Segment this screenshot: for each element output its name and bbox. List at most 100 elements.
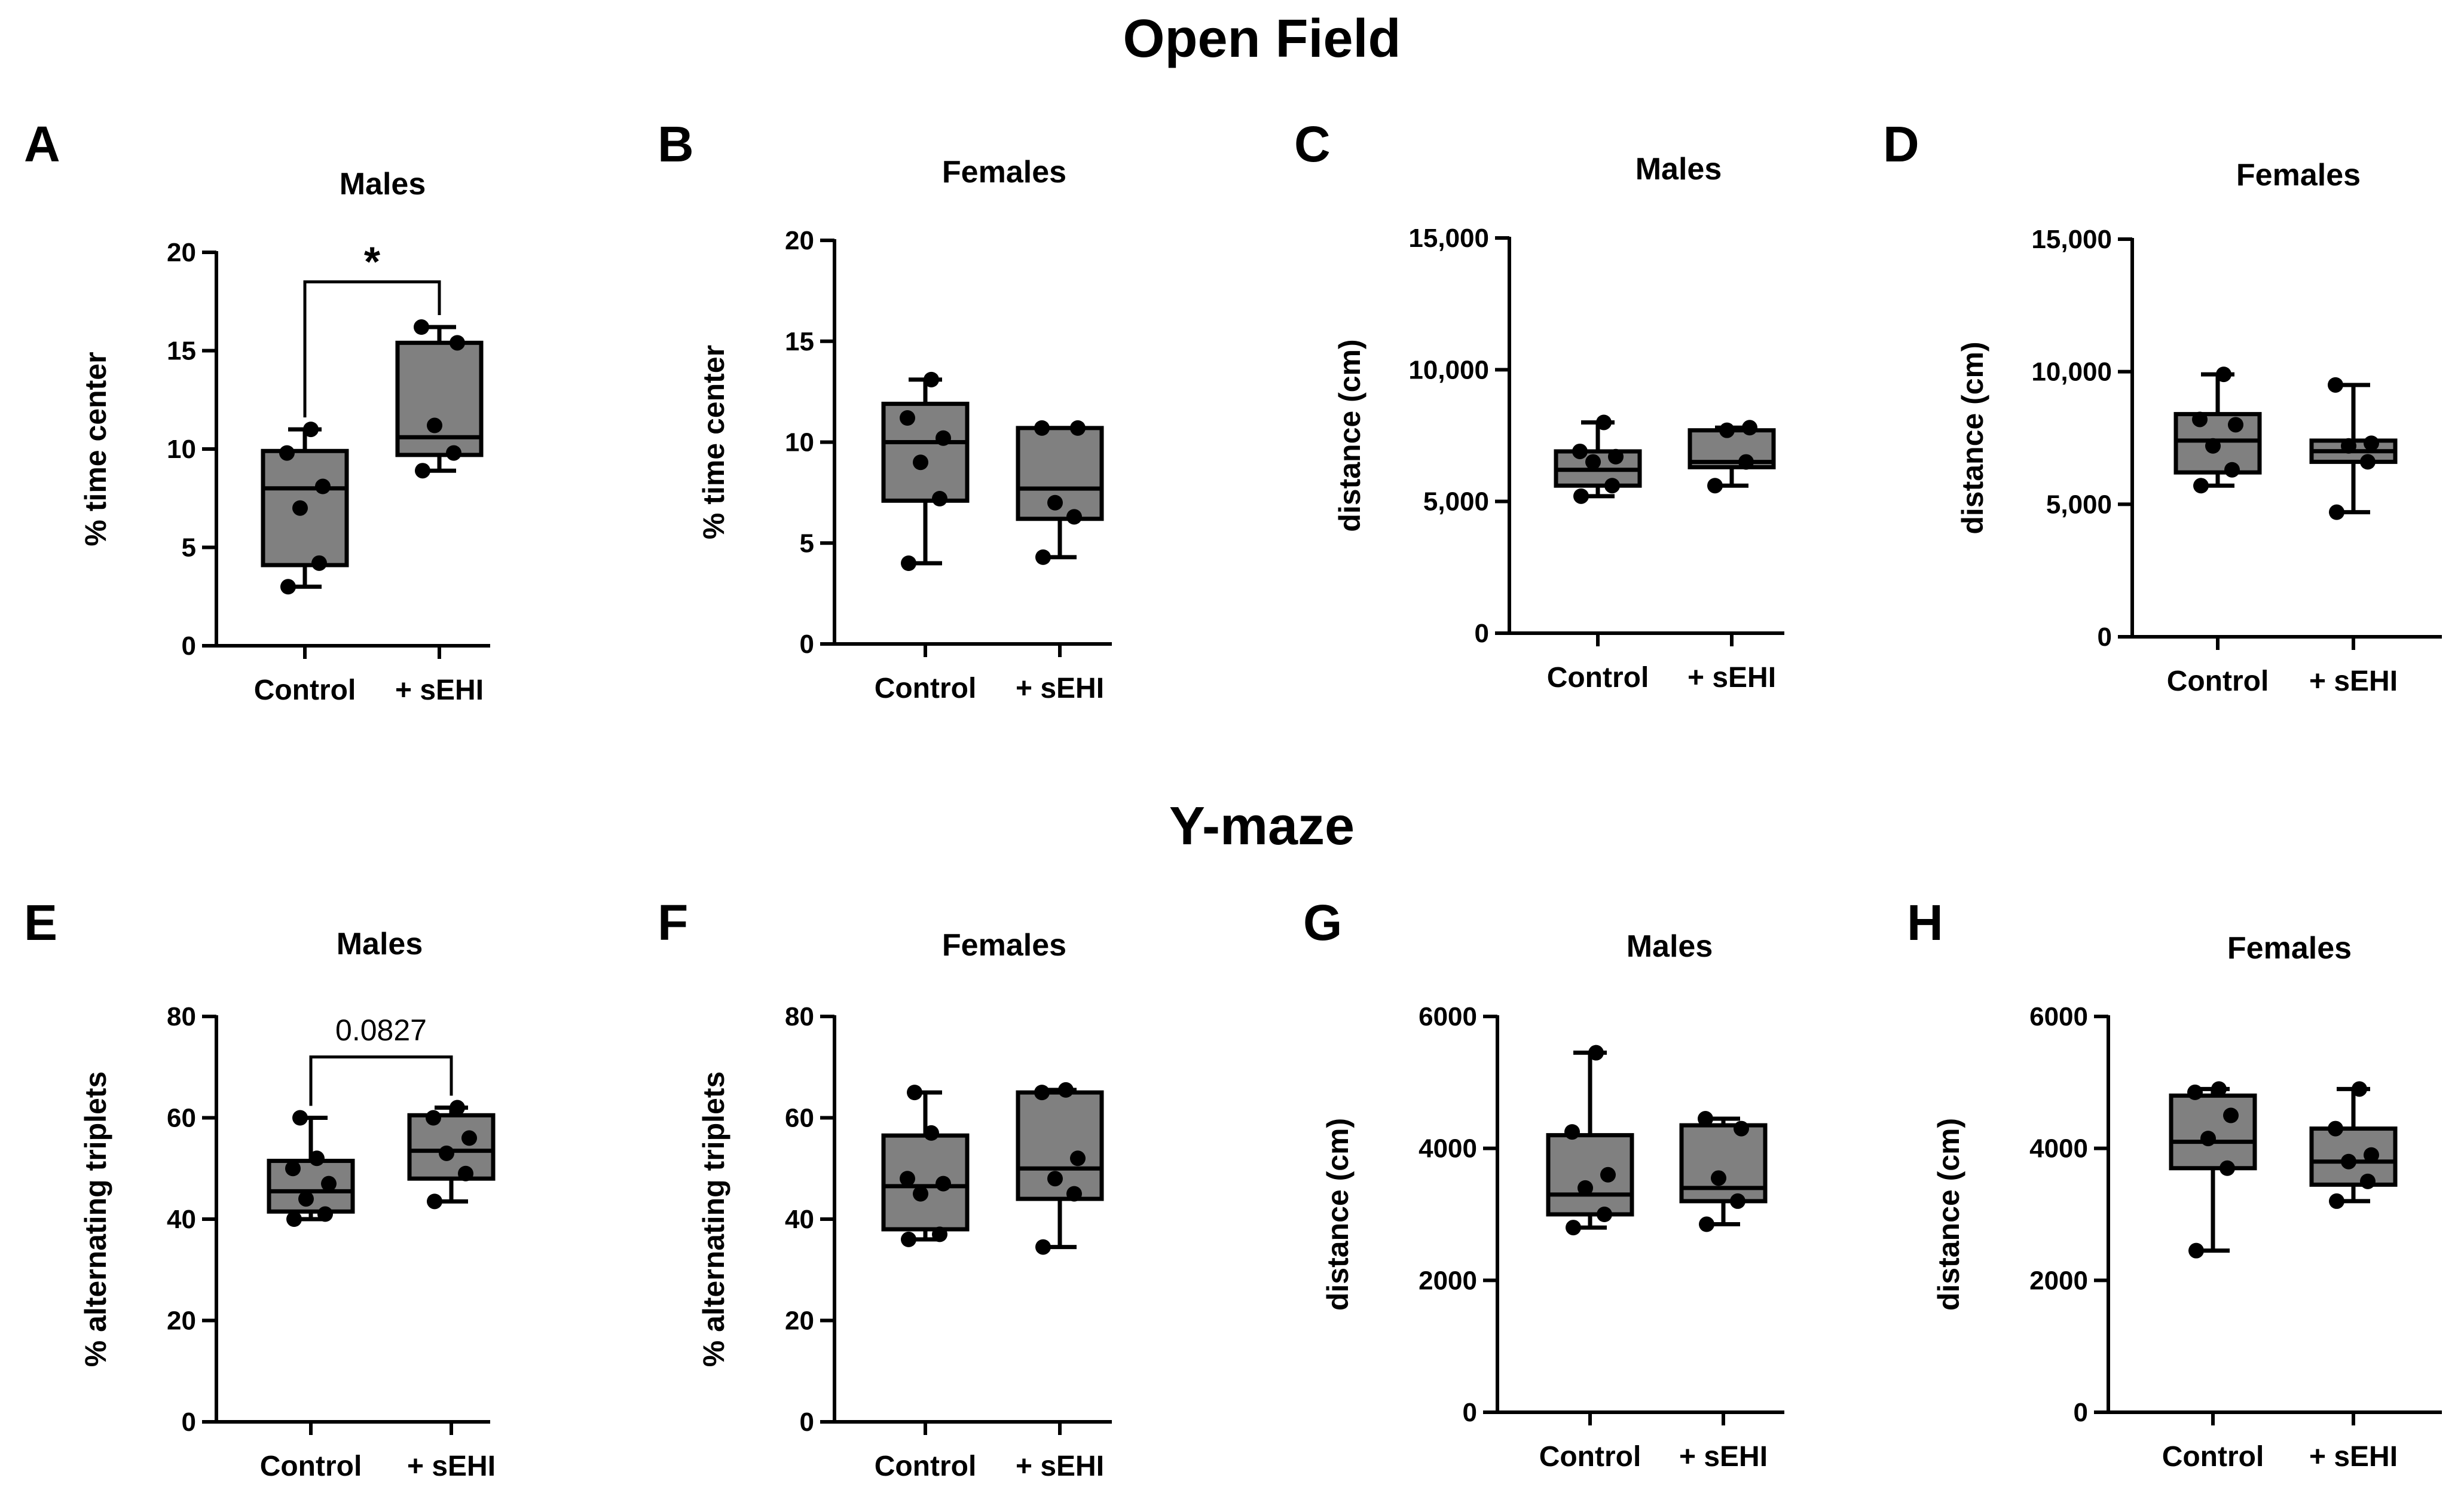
y-tick-label: 4000 <box>1419 1134 1477 1164</box>
data-point <box>913 1186 928 1202</box>
data-point <box>901 1231 916 1247</box>
data-point <box>2193 478 2209 494</box>
data-point <box>2341 438 2356 454</box>
box-control <box>2173 367 2262 494</box>
data-point <box>1711 1170 1726 1186</box>
chart-title: Females <box>2227 931 2352 966</box>
data-point <box>317 1206 333 1222</box>
data-point <box>932 1226 947 1242</box>
y-axis-label: distance (cm) <box>1333 339 1366 532</box>
y-tick-label: 15,000 <box>2031 225 2112 254</box>
y-axis-label: % time center <box>697 345 730 539</box>
data-point <box>280 579 296 595</box>
data-point <box>1585 454 1601 470</box>
data-point <box>315 478 331 494</box>
data-point <box>2341 1153 2356 1170</box>
data-point <box>1034 1085 1050 1101</box>
data-point <box>450 335 465 351</box>
data-point <box>1035 549 1051 565</box>
chart-panel-c: C Males 0 5,000 10,000 15,000 distance (cm) Con… <box>1294 116 1784 694</box>
y-tick-label: 0 <box>1463 1398 1477 1427</box>
x-category-label: Control <box>875 1451 977 1482</box>
significance-label: 0.0827 <box>335 1013 427 1047</box>
data-point <box>900 410 915 426</box>
box-sehi <box>1016 420 1104 565</box>
x-category-label: + sEHI <box>1016 1451 1104 1482</box>
data-point <box>427 1193 442 1210</box>
data-point <box>439 1145 454 1161</box>
bracket-line <box>303 280 441 418</box>
data-point <box>446 445 461 461</box>
chart-title: Females <box>942 928 1066 963</box>
y-tick-label: 0 <box>800 1407 814 1437</box>
box-sehi <box>1679 1111 1768 1232</box>
data-point <box>286 1211 302 1227</box>
data-point <box>415 463 430 479</box>
box-iqr <box>1546 1133 1634 1217</box>
data-point <box>936 430 951 446</box>
y-tick-label: 80 <box>785 1002 814 1031</box>
box-control <box>267 1110 355 1227</box>
x-category-label: Control <box>260 1451 362 1482</box>
box-control <box>881 371 970 571</box>
box-control <box>881 1085 970 1247</box>
section-title-y-maze: Y-maze <box>1169 796 1355 856</box>
y-tick-label: 15 <box>785 327 814 356</box>
y-tick-label: 40 <box>167 1205 196 1234</box>
data-point <box>900 1171 915 1187</box>
x-category-label: Control <box>2162 1441 2264 1473</box>
y-tick-label: 20 <box>785 1306 814 1336</box>
data-point <box>913 454 928 471</box>
chart-title: Females <box>942 155 1066 190</box>
y-tick-label: 20 <box>167 1306 196 1336</box>
chart-title: Males <box>337 927 423 961</box>
box-sehi <box>395 319 484 479</box>
data-point <box>458 1165 473 1181</box>
data-point <box>311 555 327 571</box>
data-point <box>1566 1220 1581 1236</box>
panels: A Males 0 5 10 15 20 % time center Control + sEHI… <box>24 116 2442 1482</box>
box-control <box>2169 1081 2257 1259</box>
y-tick-label: 60 <box>785 1104 814 1133</box>
data-point <box>1699 1216 1714 1232</box>
data-point <box>450 1100 465 1116</box>
data-point <box>1572 443 1588 459</box>
data-point <box>1600 1167 1616 1183</box>
data-point <box>1719 422 1735 438</box>
data-point <box>1573 488 1589 504</box>
panel-letter: F <box>658 894 688 951</box>
data-point <box>1738 454 1754 470</box>
data-point <box>1047 494 1063 511</box>
data-point <box>2205 438 2221 454</box>
chart-panel-h: H Females 0 2000 4000 6000 distance (cm) Contro… <box>1907 894 2442 1473</box>
panel-letter: B <box>658 116 694 172</box>
y-tick-label: 6000 <box>2029 1002 2088 1031</box>
data-point <box>1604 478 1620 494</box>
box-sehi <box>407 1100 496 1210</box>
chart-title: Males <box>340 167 426 201</box>
x-category-label: Control <box>254 674 356 706</box>
y-axis-label: distance (cm) <box>1956 341 1989 534</box>
y-tick-label: 10,000 <box>1408 355 1489 384</box>
data-point <box>1066 1186 1082 1202</box>
data-point <box>2192 411 2208 428</box>
y-tick-label: 5,000 <box>1423 487 1489 517</box>
data-point <box>309 1150 325 1167</box>
data-point <box>292 500 308 516</box>
significance-label: * <box>364 238 381 285</box>
x-category-label: + sEHI <box>407 1451 496 1482</box>
y-tick-label: 20 <box>167 238 196 267</box>
data-point <box>1608 448 1624 465</box>
data-point <box>1588 1045 1604 1061</box>
box-iqr <box>881 401 970 503</box>
data-point <box>2360 454 2376 470</box>
data-point <box>303 422 319 438</box>
data-point <box>2328 1120 2343 1137</box>
data-point <box>1058 1082 1074 1098</box>
x-category-label: Control <box>1539 1441 1641 1473</box>
panel-letter: G <box>1303 894 1342 951</box>
y-tick-label: 5,000 <box>2046 490 2112 519</box>
y-tick-label: 2000 <box>2029 1266 2088 1295</box>
x-category-label: + sEHI <box>2309 1441 2398 1473</box>
data-point <box>932 491 947 506</box>
